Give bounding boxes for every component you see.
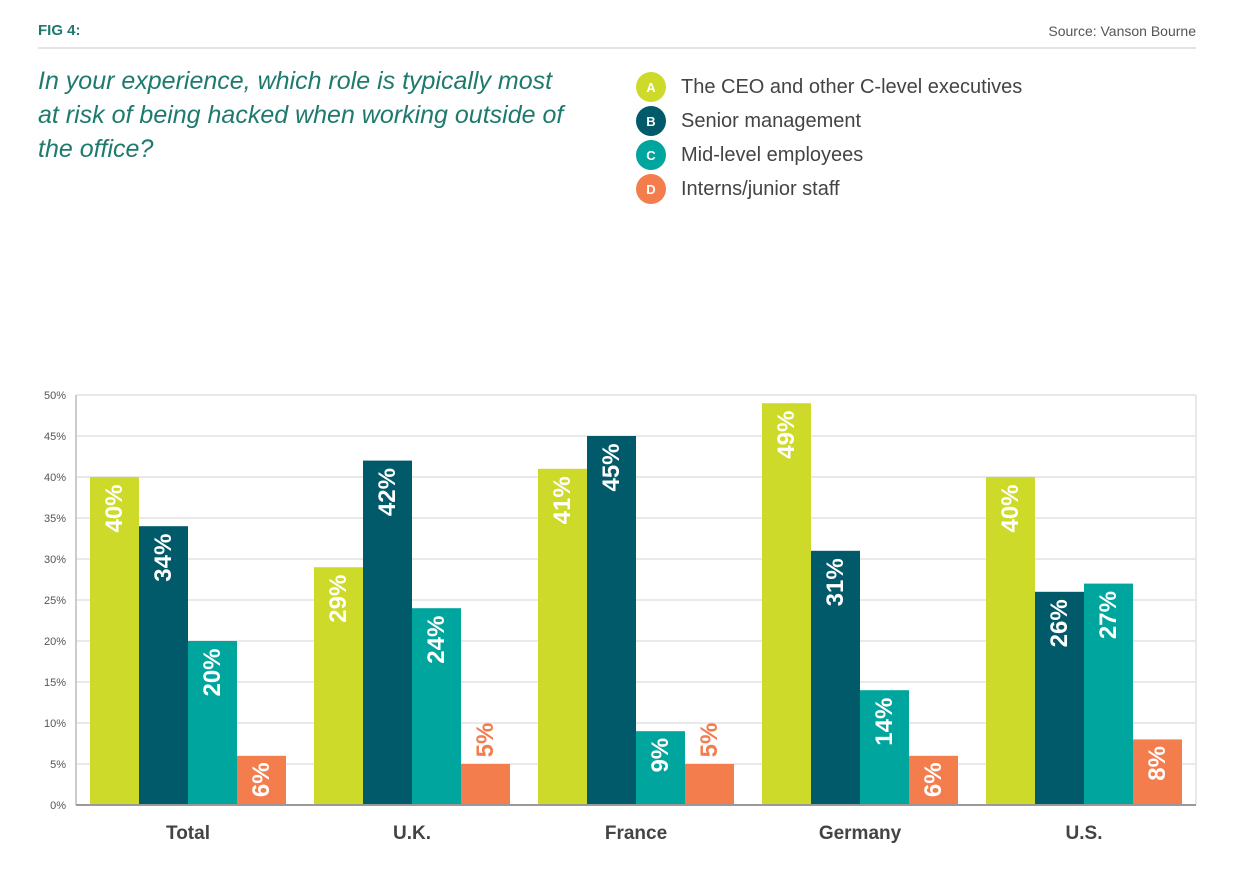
legend-label-d: Interns/junior staff (681, 177, 840, 200)
x-category-label: Total (166, 823, 210, 844)
y-tick-label: 20% (44, 636, 66, 648)
y-tick-label: 35% (44, 513, 66, 525)
bar-value-label: 5% (696, 723, 723, 758)
y-tick-label: 50% (44, 390, 66, 402)
bar (636, 731, 685, 805)
chart-question: In your experience, which role is typica… (38, 67, 564, 163)
bar-value-label: 20% (199, 648, 226, 696)
legend-item-c: C Mid-level employees (636, 138, 1022, 172)
bar (314, 567, 363, 805)
bar (237, 755, 286, 805)
y-tick-label: 0% (50, 800, 66, 812)
bar (363, 460, 412, 805)
legend-label-a: The CEO and other C-level executives (681, 75, 1023, 98)
bar-value-label: 34% (150, 534, 177, 582)
bar (811, 550, 860, 805)
x-category-label: U.K. (393, 823, 431, 844)
bar (860, 690, 909, 805)
source-note: Source: Vanson Bourne (1048, 23, 1196, 39)
bar-value-label: 24% (423, 616, 450, 664)
y-tick-label: 40% (44, 472, 66, 484)
legend-marker-d: D (636, 174, 666, 204)
y-tick-label: 45% (44, 431, 66, 443)
bar (762, 403, 811, 805)
bar-value-label: 40% (101, 484, 128, 532)
bar-value-label: 31% (822, 558, 849, 606)
y-tick-label: 5% (50, 759, 66, 771)
bar-chart: 0% 5% 10% 15% 20% 25% 30% 35% 40% 45% 50% 40% 34% 20%… (44, 390, 1197, 844)
bar (1084, 583, 1133, 805)
legend-marker-c: C (636, 140, 666, 170)
bar (986, 477, 1035, 805)
bar (1133, 739, 1182, 805)
bar-value-label: 49% (773, 411, 800, 459)
x-category-label: Germany (819, 823, 902, 844)
bar (461, 764, 510, 805)
legend-item-d: D Interns/junior staff (636, 172, 1022, 206)
x-category-label: France (605, 823, 667, 844)
y-tick-label: 25% (44, 595, 66, 607)
bar-value-label: 41% (549, 476, 576, 524)
legend-label-c: Mid-level employees (681, 143, 864, 166)
bar-value-label: 6% (920, 762, 947, 797)
bar-value-label: 40% (997, 484, 1024, 532)
bar-value-label: 14% (871, 698, 898, 746)
bar-value-label: 29% (325, 575, 352, 623)
legend-marker-a: A (636, 72, 666, 102)
bar (538, 468, 587, 805)
legend-item-b: B Senior management (636, 104, 1022, 138)
chart-legend: A The CEO and other C-level executives B… (636, 70, 1022, 206)
legend-item-a: A The CEO and other C-level executives (636, 70, 1022, 104)
figure-label: FIG 4: (38, 22, 81, 39)
y-tick-label: 30% (44, 554, 66, 566)
y-tick-label: 10% (44, 718, 66, 730)
legend-label-b: Senior management (681, 109, 862, 132)
bar-value-label: 27% (1095, 591, 1122, 639)
bar (412, 608, 461, 805)
bar (587, 436, 636, 805)
bar-value-label: 26% (1046, 599, 1073, 647)
legend-marker-b: B (636, 106, 666, 136)
bar-value-label: 42% (374, 468, 401, 516)
y-tick-label: 15% (44, 677, 66, 689)
header-divider (38, 47, 1196, 49)
bar-value-label: 9% (647, 738, 674, 773)
bar (90, 477, 139, 805)
bar (1035, 591, 1084, 805)
bar (685, 764, 734, 805)
bar-value-label: 6% (248, 762, 275, 797)
bar (139, 526, 188, 805)
bar-value-label: 8% (1144, 746, 1171, 781)
bar-value-label: 5% (472, 723, 499, 758)
bar (909, 755, 958, 805)
bar-value-label: 45% (598, 443, 625, 491)
x-category-label: U.S. (1066, 823, 1103, 844)
bar (188, 641, 237, 805)
